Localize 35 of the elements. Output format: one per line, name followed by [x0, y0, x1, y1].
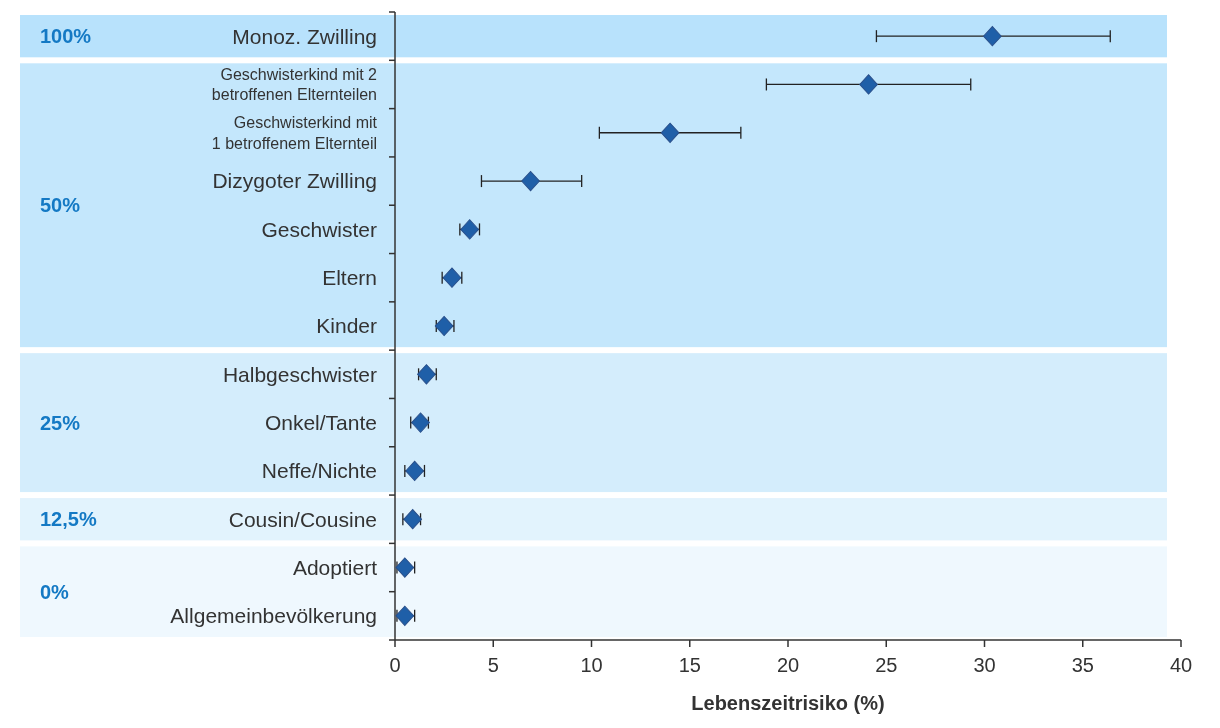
- point: [859, 74, 878, 95]
- point: [983, 26, 1002, 47]
- y-tick-label: Allgemeinbevölkerung: [170, 604, 377, 628]
- x-tick-label: 15: [678, 654, 701, 676]
- y-tick-label: Geschwisterkind mit 2 betroffenen Elternteilen: [211, 65, 378, 104]
- band-label: 50%: [40, 194, 81, 217]
- x-tick-label: 20: [776, 654, 800, 676]
- point: [521, 170, 540, 192]
- y-tick-label: Monoz. Zwilling: [232, 24, 377, 48]
- y-tick-label: Geschwister: [261, 217, 378, 241]
- y-tick-label: Halbgeschwister: [222, 362, 377, 386]
- x-tick-label: 40: [1169, 654, 1193, 676]
- x-tick-label: 10: [580, 654, 603, 676]
- y-tick-label: Eltern: [322, 266, 377, 290]
- band-label: 12,5%: [40, 508, 97, 531]
- band-label: 0%: [40, 580, 70, 603]
- y-tick-label: Dizygoter Zwilling: [212, 169, 377, 193]
- y-tick-label: Onkel/Tante: [264, 410, 377, 434]
- point: [403, 509, 422, 530]
- x-axis-title: Lebenszeitrisiko (%): [691, 692, 885, 714]
- y-tick-label: Geschwisterkind mit 1 betroffenem Elternteil: [211, 113, 378, 152]
- y-tick-label: Neffe/Nichte: [261, 459, 377, 483]
- point: [417, 364, 436, 385]
- x-tick-label: 5: [487, 654, 499, 676]
- x-tick-label: 0: [389, 654, 401, 676]
- y-tick-label: Cousin/Cousine: [228, 507, 377, 531]
- y-tick-label: Kinder: [316, 314, 378, 338]
- point: [660, 122, 680, 143]
- x-tick-label: 30: [973, 654, 996, 676]
- band-label: 100%: [40, 25, 92, 48]
- x-tick-label: 25: [875, 654, 898, 676]
- band-label: 25%: [40, 411, 81, 434]
- point: [405, 460, 424, 482]
- x-tick-label: 35: [1071, 654, 1094, 676]
- y-tick-label: Adoptiert: [292, 555, 378, 579]
